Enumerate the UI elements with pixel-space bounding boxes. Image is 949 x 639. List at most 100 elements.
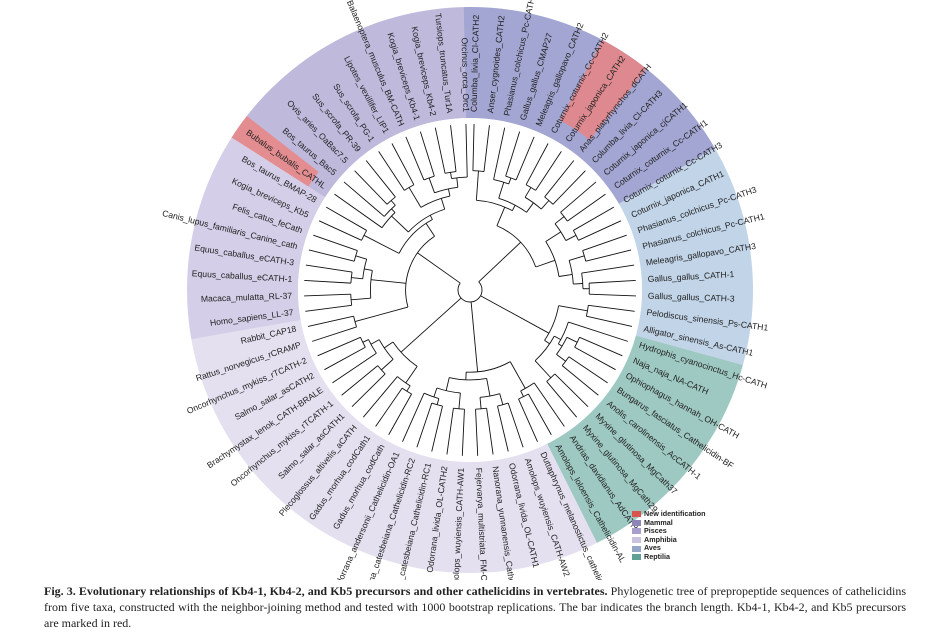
caption-lead: Fig. 3. Evolutionary relationships of Kb… (44, 584, 608, 598)
branch (573, 283, 583, 285)
branch (524, 187, 532, 198)
branch (586, 315, 633, 327)
branch (363, 234, 400, 254)
branch (589, 293, 636, 297)
branch (544, 305, 560, 341)
branch (556, 354, 566, 362)
branch (507, 402, 524, 448)
branch (449, 377, 487, 381)
new-identification-highlight (231, 115, 319, 187)
branch (423, 392, 440, 400)
branch (361, 230, 368, 241)
branch (486, 408, 494, 455)
branch (568, 356, 608, 384)
branch (408, 187, 422, 208)
branch (417, 252, 461, 284)
tree-branches (304, 124, 636, 456)
branch (589, 279, 636, 284)
legend-item: Pisces (632, 527, 742, 536)
branch (558, 343, 563, 347)
legend-label: Aves (644, 543, 661, 553)
branch (509, 361, 526, 389)
branch (505, 175, 517, 181)
tip-label: Gallus_gallus_CATH-1 (647, 269, 734, 284)
branch (458, 392, 461, 409)
branch (554, 373, 589, 408)
branch (545, 231, 562, 242)
branch (350, 272, 353, 284)
branch (498, 182, 505, 199)
branch (375, 387, 403, 427)
branch (400, 297, 462, 353)
branch (384, 341, 394, 349)
branch (318, 220, 362, 241)
branch (528, 393, 552, 435)
branch (391, 215, 409, 233)
tip-label: Macaca_mulatta_RL-37 (201, 291, 293, 304)
branch (390, 200, 396, 206)
branch (554, 216, 565, 225)
branch (558, 305, 588, 312)
branch (508, 177, 512, 185)
branch (405, 366, 418, 384)
legend-item: Amphibia (632, 534, 742, 545)
branch (446, 408, 454, 455)
legend-swatch (632, 545, 641, 552)
legend-swatch (632, 554, 641, 561)
branch (364, 268, 373, 271)
inner-disc (298, 118, 642, 462)
branch (483, 125, 490, 172)
phylogenetic-tree: Columba_livia_Cl-CATH2 Anser_cygnoides_CA… (161, 0, 769, 580)
branch (388, 393, 412, 435)
branch (405, 235, 435, 308)
branch (354, 170, 388, 205)
branch (423, 175, 435, 181)
branch (582, 234, 627, 252)
branch (585, 249, 632, 262)
branch (391, 143, 415, 185)
branch (470, 301, 479, 372)
branch (561, 365, 599, 396)
branch (304, 279, 351, 284)
branch (434, 127, 446, 174)
branch (566, 336, 578, 343)
branch (558, 274, 573, 277)
branch (332, 352, 377, 384)
branch (493, 127, 506, 180)
branch (533, 382, 565, 427)
tip-label: Amolops_wuyiensis_CATH-AW1 (450, 467, 466, 580)
branch (402, 393, 425, 442)
branch (440, 198, 446, 210)
branch (479, 397, 482, 409)
branch (408, 208, 445, 233)
branch (341, 365, 379, 396)
branch (365, 160, 396, 198)
branch (450, 125, 457, 172)
branch (565, 234, 577, 241)
branch (472, 124, 475, 171)
legend-swatch (632, 537, 641, 544)
branch (568, 255, 585, 261)
branch (518, 398, 538, 442)
branch (425, 223, 435, 237)
branch (552, 170, 586, 205)
branch (496, 206, 506, 226)
branch (431, 405, 443, 452)
branch (392, 341, 418, 367)
branch (579, 336, 623, 357)
branch (567, 193, 606, 222)
branch (362, 376, 398, 418)
branch (405, 136, 425, 181)
branch (312, 326, 357, 342)
branch (457, 281, 483, 303)
figure-caption: Fig. 3. Evolutionary relationships of Kb… (44, 583, 906, 631)
legend-item: Reptilia (632, 552, 742, 562)
branch (355, 255, 367, 260)
legend-label: Amphibia (644, 534, 677, 544)
legend-swatch (632, 519, 641, 526)
branch (568, 321, 628, 342)
branch (305, 264, 353, 273)
clade-band-reptilia (547, 335, 743, 543)
branch (324, 346, 366, 371)
branch (466, 361, 511, 373)
